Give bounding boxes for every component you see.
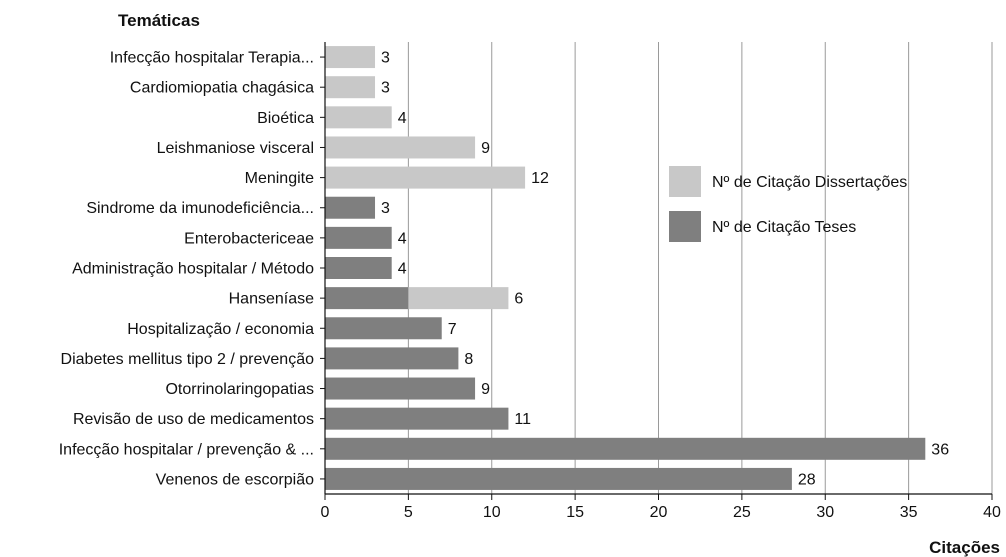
- x-tick-label: 20: [650, 504, 668, 521]
- data-label: 12: [531, 170, 549, 187]
- bar: [325, 467, 792, 490]
- category-label: Meningite: [245, 170, 314, 187]
- category-label: Administração hospitalar / Método: [72, 261, 314, 278]
- data-label: 6: [514, 291, 523, 308]
- x-tick-label: 25: [733, 504, 751, 521]
- x-tick-label: 40: [983, 504, 1001, 521]
- bar: [325, 226, 392, 249]
- x-tick-label: 35: [900, 504, 918, 521]
- legend-label: Nº de Citação Dissertações: [712, 174, 907, 191]
- category-label: Enterobactericeae: [184, 230, 314, 247]
- bar: [325, 106, 392, 129]
- legend-swatch: [669, 166, 701, 197]
- x-axis-title: Citações: [929, 538, 1000, 557]
- x-tick-label: 10: [483, 504, 501, 521]
- data-label: 11: [514, 411, 531, 428]
- category-label: Hospitalização / economia: [127, 321, 314, 338]
- category-label: Venenos de escorpião: [156, 471, 314, 488]
- data-label: 7: [448, 321, 457, 338]
- bar: [325, 76, 376, 99]
- bar: [325, 196, 376, 219]
- bar: [325, 257, 392, 279]
- data-label: 36: [931, 441, 949, 458]
- bar: [325, 407, 509, 430]
- bars: 33491234456789113628: [325, 46, 949, 490]
- category-label: Sindrome da imunodeficiência...: [86, 200, 314, 217]
- category-label: Otorrinolaringopatias: [165, 381, 314, 398]
- x-tick-label: 15: [566, 504, 584, 521]
- bar: [325, 347, 459, 370]
- category-label: Bioética: [257, 110, 314, 127]
- legend: Nº de Citação Dissertações Nº de Citação …: [669, 166, 907, 242]
- bar: [325, 377, 476, 400]
- data-label: 8: [464, 351, 473, 368]
- x-tick-label: 0: [321, 504, 330, 521]
- data-label: 3: [381, 200, 390, 217]
- data-label: 3: [381, 50, 390, 67]
- data-label: 28: [798, 471, 816, 488]
- category-label: Hanseníase: [229, 291, 314, 308]
- category-label: Infecção hospitalar Terapia...: [110, 50, 314, 67]
- bar: [325, 287, 409, 310]
- bar: [325, 136, 476, 159]
- category-label: Diabetes mellitus tipo 2 / prevenção: [61, 351, 315, 368]
- data-label: 4: [398, 230, 407, 247]
- bar: [325, 166, 526, 189]
- data-label: 4: [398, 110, 407, 127]
- x-tick-label: 30: [816, 504, 834, 521]
- axes: 0 5 10 15 20 25 30 35 40 Infecção hospitalar Tera…: [59, 42, 1001, 521]
- data-label: 3: [381, 80, 390, 97]
- grid-lines: [407, 42, 993, 494]
- legend-label: Nº de Citação Teses: [712, 219, 856, 236]
- data-label: 9: [481, 381, 490, 398]
- data-label: 9: [481, 140, 490, 157]
- bar: [325, 317, 442, 340]
- y-axis-title: Temáticas: [118, 11, 200, 30]
- bar: [325, 46, 376, 69]
- legend-swatch: [669, 211, 701, 242]
- category-label: Cardiomiopatia chagásica: [130, 80, 314, 97]
- bar: [408, 287, 509, 310]
- category-label: Leishmaniose visceral: [157, 140, 314, 157]
- x-tick-label: 5: [404, 504, 413, 521]
- category-label: Infecção hospitalar / prevenção & ...: [59, 441, 314, 458]
- bar: [325, 437, 926, 460]
- category-label: Revisão de uso de medicamentos: [73, 411, 314, 428]
- data-label: 4: [398, 261, 407, 278]
